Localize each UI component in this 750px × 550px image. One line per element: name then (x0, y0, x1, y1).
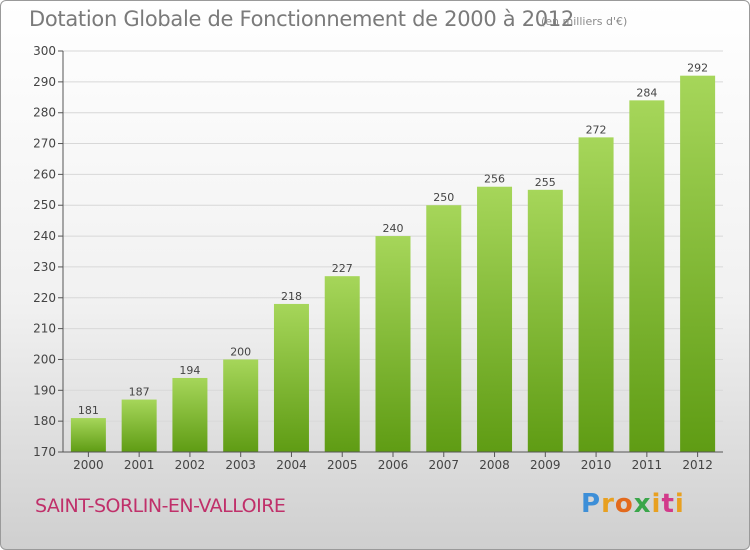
y-tick-label: 250 (33, 198, 56, 212)
bar (375, 236, 411, 452)
x-tick-label: 2002 (175, 458, 206, 472)
x-tick-label: 2011 (632, 458, 663, 472)
x-tick-label: 2001 (124, 458, 155, 472)
chart-title: Dotation Globale de Fonctionnement de 20… (29, 7, 574, 31)
y-tick-label: 180 (33, 414, 56, 428)
y-tick-label: 270 (33, 137, 56, 151)
bar (629, 100, 665, 452)
bar-value-label: 255 (535, 176, 556, 189)
x-tick-label: 2008 (479, 458, 510, 472)
bar (70, 418, 106, 452)
bar (223, 359, 259, 452)
bar-value-label: 181 (78, 404, 99, 417)
y-tick-label: 210 (33, 322, 56, 336)
bar (426, 205, 462, 452)
x-tick-label: 2000 (73, 458, 104, 472)
y-tick-label: 290 (33, 75, 56, 89)
bar (324, 276, 360, 452)
bar (680, 75, 716, 452)
bar-value-label: 250 (433, 191, 454, 204)
bar (477, 186, 513, 452)
y-tick-label: 190 (33, 383, 56, 397)
bar (578, 137, 614, 452)
bar-value-label: 272 (586, 123, 607, 136)
y-tick-label: 200 (33, 352, 56, 366)
bar-value-label: 227 (332, 262, 353, 275)
bar (273, 303, 309, 452)
bar-value-label: 194 (179, 364, 200, 377)
bar (172, 377, 208, 452)
bar-value-label: 218 (281, 290, 302, 303)
proxiti-logo: Proxiti (581, 489, 685, 519)
y-tick-label: 280 (33, 106, 56, 120)
y-tick-label: 220 (33, 291, 56, 305)
y-tick-label: 300 (33, 44, 56, 58)
x-tick-label: 2012 (682, 458, 713, 472)
bar-value-label: 292 (687, 62, 708, 75)
x-tick-label: 2007 (428, 458, 459, 472)
bar-value-label: 256 (484, 173, 505, 186)
bar-value-label: 187 (129, 386, 150, 399)
x-tick-label: 2009 (530, 458, 561, 472)
bar (527, 189, 563, 453)
x-tick-label: 2003 (225, 458, 256, 472)
x-tick-label: 2005 (327, 458, 358, 472)
x-tick-label: 2010 (581, 458, 612, 472)
bar-value-label: 240 (383, 222, 404, 235)
bar-value-label: 284 (636, 86, 657, 99)
bar (121, 399, 157, 452)
bar-value-label: 200 (230, 345, 251, 358)
y-tick-label: 230 (33, 260, 56, 274)
chart-subtitle: (en milliers d'€) (541, 15, 628, 28)
y-tick-label: 260 (33, 167, 56, 181)
commune-name: SAINT-SORLIN-EN-VALLOIRE (35, 495, 286, 517)
y-tick-label: 170 (33, 445, 56, 459)
x-tick-label: 2004 (276, 458, 307, 472)
x-tick-label: 2006 (378, 458, 409, 472)
y-tick-label: 240 (33, 229, 56, 243)
